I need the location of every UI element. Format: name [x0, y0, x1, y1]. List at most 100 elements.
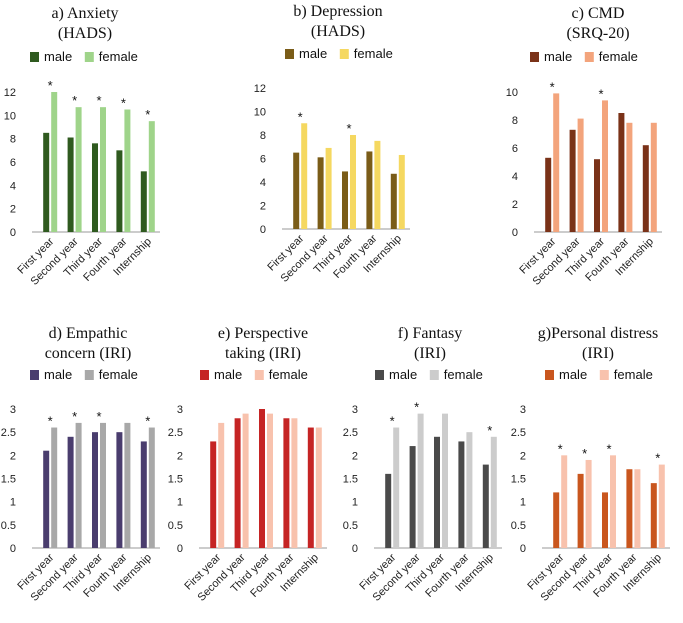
bar-female	[650, 122, 657, 232]
y-tick-label: 0.5	[168, 520, 183, 532]
bar-female	[585, 459, 592, 548]
significance-star: *	[96, 93, 101, 108]
chart-title-line: (HADS)	[311, 23, 365, 40]
bar-female	[553, 93, 560, 233]
significance-star: *	[414, 400, 419, 415]
bar-female	[393, 427, 400, 548]
chart-title-line: c) CMD	[572, 5, 625, 22]
significance-star: *	[145, 414, 150, 429]
bar-female	[398, 154, 405, 229]
bar-male	[67, 436, 74, 548]
bar-male	[458, 441, 465, 548]
significance-star: *	[72, 409, 77, 424]
bar-male	[259, 409, 265, 548]
bar-male	[140, 171, 147, 232]
y-tick-label: 12	[4, 87, 16, 99]
significance-star: *	[655, 451, 660, 466]
bar-male	[234, 418, 241, 548]
legend-label: female	[599, 49, 638, 64]
bar-female	[291, 418, 298, 548]
y-tick-label: 6	[512, 143, 518, 155]
bar-male	[67, 137, 74, 232]
y-tick-label: 0.5	[511, 520, 526, 532]
bar-male	[642, 145, 649, 232]
legend-label: male	[299, 46, 327, 61]
y-tick-label: 2	[177, 450, 183, 462]
bar-female	[148, 427, 155, 548]
bar-male	[618, 113, 625, 232]
bar-female	[51, 92, 58, 232]
legend-label: male	[544, 49, 572, 64]
bar-male	[385, 473, 392, 548]
y-tick-label: 1	[520, 497, 526, 509]
bar-male	[602, 492, 608, 548]
y-tick-label: 10	[254, 107, 266, 119]
legend-swatch	[84, 370, 94, 380]
chart-title-line: taking (IRI)	[225, 345, 301, 362]
legend-label: female	[269, 367, 308, 382]
legend-swatch	[285, 49, 294, 59]
bar-male	[553, 492, 560, 548]
significance-star: *	[48, 78, 53, 93]
y-tick-label: 6	[10, 157, 16, 169]
bar-female	[561, 455, 568, 548]
y-tick-label: 0	[352, 543, 358, 555]
chart-title-line: g)Personal distress	[538, 325, 658, 342]
chart-title-line: (IRI)	[414, 345, 446, 362]
y-tick-label: 3	[10, 404, 16, 416]
bar-male	[390, 173, 397, 229]
bar-male	[307, 427, 314, 548]
significance-star: *	[298, 109, 303, 124]
y-tick-label: 8	[512, 115, 518, 127]
bar-female	[51, 427, 58, 548]
chart-panel-5: f) Fantasy(IRI)male female00.511.522.53*F…	[343, 325, 502, 604]
y-tick-label: 1.5	[168, 474, 183, 486]
significance-star: *	[346, 121, 351, 136]
bar-female	[602, 100, 608, 233]
significance-star: *	[145, 107, 150, 122]
bar-female	[301, 123, 308, 229]
significance-star: *	[72, 93, 77, 108]
y-tick-label: 1	[177, 497, 183, 509]
legend-swatch	[84, 52, 94, 62]
bar-female	[350, 135, 356, 229]
y-tick-label: 2	[10, 450, 16, 462]
bar-male	[210, 441, 217, 548]
legend-label: male	[389, 367, 417, 382]
legend-swatch	[375, 370, 384, 380]
bar-male	[317, 157, 324, 229]
bar-male	[409, 446, 416, 548]
legend-swatch	[339, 49, 349, 59]
significance-star: *	[598, 86, 603, 101]
y-tick-label: 2.5	[511, 427, 526, 439]
significance-star: *	[390, 414, 395, 429]
y-tick-label: 1	[10, 497, 16, 509]
significance-star: *	[558, 441, 563, 456]
legend-swatch	[200, 370, 209, 380]
bar-male	[293, 152, 300, 229]
legend-label: male	[44, 49, 72, 64]
legend-label: female	[99, 49, 138, 64]
bar-male	[43, 450, 50, 548]
y-tick-label: 8	[10, 134, 16, 146]
bar-male	[482, 464, 489, 548]
bar-male	[116, 432, 123, 548]
bar-female	[634, 469, 641, 548]
chart-panel-4: e) Perspective taking (IRI) male female 0 0.5…	[168, 325, 327, 604]
chart-panel-1: b) Depression(HADS)male female024681012*F…	[254, 3, 410, 285]
bar-male	[366, 151, 373, 229]
bar-female	[658, 464, 665, 548]
bar-male	[92, 432, 98, 548]
bar-male	[140, 441, 147, 548]
chart-title-line: a) Anxiety	[51, 5, 118, 22]
significance-star: *	[606, 441, 611, 456]
y-tick-label: 4	[512, 171, 518, 183]
legend-swatch	[545, 370, 554, 380]
y-tick-label: 1.5	[1, 474, 16, 486]
y-tick-label: 12	[254, 83, 266, 95]
legend-label: male	[214, 367, 242, 382]
chart-panel-3: d) Empathic concern (IRI) male female 0 0.5 1 1…	[1, 325, 160, 604]
